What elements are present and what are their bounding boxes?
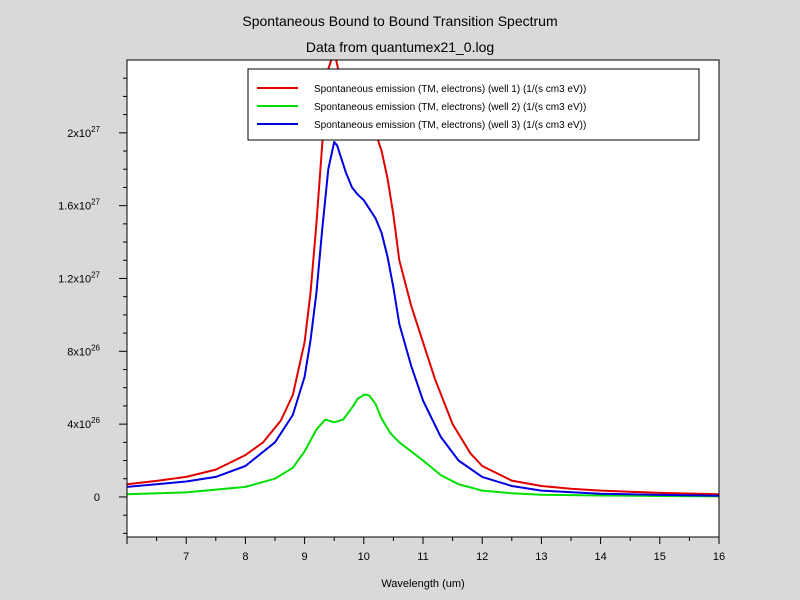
x-axis-label: Wavelength (um) — [381, 578, 464, 590]
x-tick-label: 13 — [535, 551, 547, 563]
y-tick-label: 2x1027 — [67, 125, 100, 140]
x-tick-label: 11 — [417, 551, 428, 563]
x-tick-label: 10 — [358, 551, 370, 563]
legend-label-well-1: Spontaneous emission (TM, electrons) (we… — [314, 84, 586, 95]
x-tick-label: 12 — [476, 551, 488, 563]
y-tick-label: 4x1026 — [67, 416, 100, 431]
x-tick-label: 7 — [183, 551, 189, 563]
x-tick-label: 15 — [654, 551, 666, 563]
y-tick-label: 1.6x1027 — [58, 198, 100, 213]
x-tick-label: 14 — [594, 551, 606, 563]
y-tick-label: 8x1026 — [67, 343, 100, 358]
y-tick-label: 1.2x1027 — [58, 270, 100, 285]
legend-box — [247, 68, 700, 141]
x-tick-label: 8 — [242, 551, 248, 563]
legend-items: Spontaneous emission (TM, electrons) (we… — [257, 84, 586, 131]
legend: Spontaneous emission (TM, electrons) (we… — [247, 68, 700, 141]
axes-layer: 7 8 9 10 11 12 13 14 15 16 0 4x1026 8x1026 1.2x1027 1.… — [58, 77, 725, 563]
series-line-well-3 — [127, 140, 719, 497]
series-line-well-2 — [127, 393, 719, 498]
plot-frame — [126, 59, 720, 538]
legend-label-well-2: Spontaneous emission (TM, electrons) (we… — [314, 102, 586, 113]
y-tick-label: 0 — [94, 492, 100, 504]
chart-subtitle: Data from quantumex21_0.log — [306, 39, 494, 55]
chart-title: Spontaneous Bound to Bound Transition Sp… — [242, 13, 557, 29]
legend-label-well-3: Spontaneous emission (TM, electrons) (we… — [314, 120, 586, 131]
x-tick-label: 9 — [302, 551, 308, 563]
x-tick-label: 16 — [713, 551, 725, 563]
